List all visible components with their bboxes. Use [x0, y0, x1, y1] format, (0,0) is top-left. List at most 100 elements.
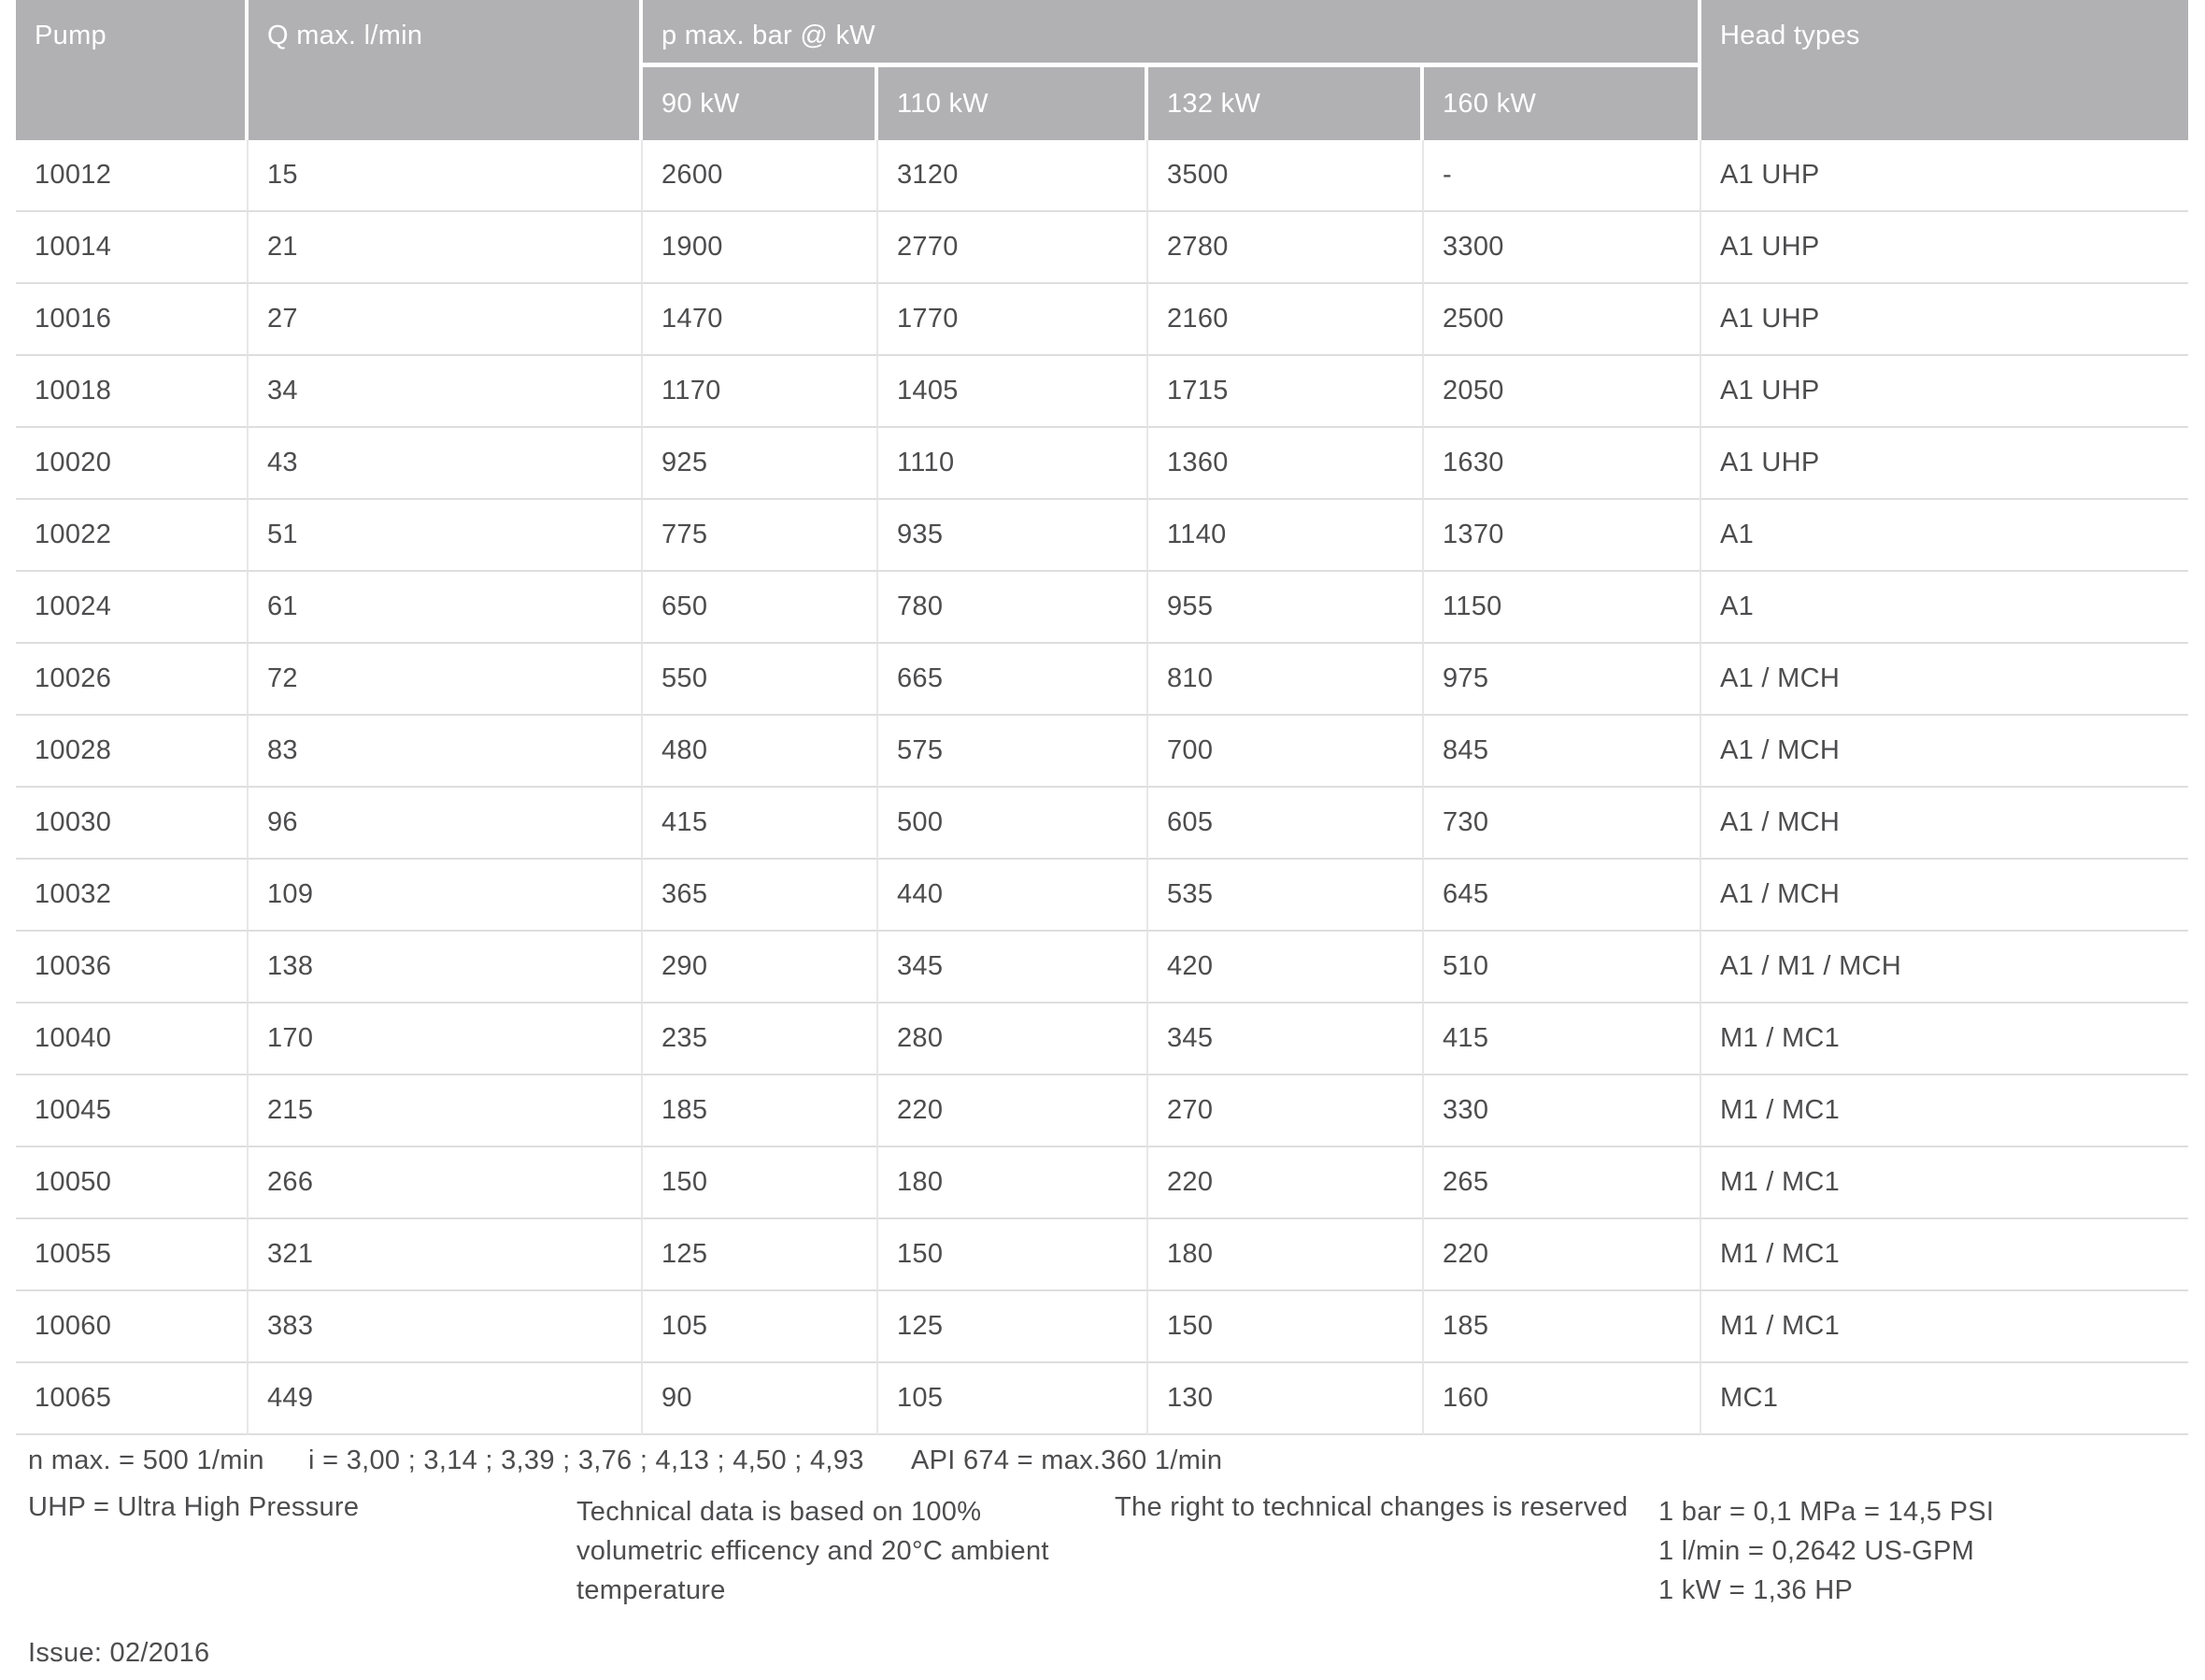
cell-pump: 10014: [16, 212, 249, 284]
cell-pump: 10032: [16, 860, 249, 932]
cell-qmax: 449: [249, 1363, 643, 1435]
table-row: 10045 215 185 220 270 330 M1 / MC1: [16, 1075, 2188, 1147]
table-row: 10026 72 550 665 810 975 A1 / MCH: [16, 644, 2188, 716]
cell-qmax: 170: [249, 1004, 643, 1075]
cell-132kw: 1360: [1148, 428, 1424, 500]
cell-110kw: 345: [878, 932, 1148, 1004]
cell-110kw: 125: [878, 1291, 1148, 1363]
cell-132kw: 955: [1148, 572, 1424, 644]
cell-qmax: 266: [249, 1147, 643, 1219]
cell-qmax: 83: [249, 716, 643, 788]
table-header: Pump Q max. l/min p max. bar @ kW Head t…: [16, 0, 2188, 140]
cell-132kw: 535: [1148, 860, 1424, 932]
cell-qmax: 109: [249, 860, 643, 932]
cell-132kw: 150: [1148, 1291, 1424, 1363]
cell-132kw: 180: [1148, 1219, 1424, 1291]
cell-110kw: 500: [878, 788, 1148, 860]
cell-160kw: 645: [1424, 860, 1701, 932]
note-i-ratios: i = 3,00 ; 3,14 ; 3,39 ; 3,76 ; 4,13 ; 4…: [308, 1445, 864, 1475]
col-header-head-types: Head types: [1701, 0, 2188, 140]
table-row: 10020 43 925 1110 1360 1630 A1 UHP: [16, 428, 2188, 500]
cell-160kw: 185: [1424, 1291, 1701, 1363]
cell-pump: 10016: [16, 284, 249, 356]
cell-pump: 10022: [16, 500, 249, 572]
cell-160kw: 2500: [1424, 284, 1701, 356]
table-row: 10060 383 105 125 150 185 M1 / MC1: [16, 1291, 2188, 1363]
cell-90kw: 650: [643, 572, 878, 644]
cell-132kw: 2780: [1148, 212, 1424, 284]
cell-qmax: 34: [249, 356, 643, 428]
note-line: 1 kW = 1,36 HP: [1658, 1575, 1854, 1605]
cell-90kw: 775: [643, 500, 878, 572]
cell-head-types: M1 / MC1: [1701, 1219, 2188, 1291]
col-header-pump: Pump: [16, 0, 249, 140]
note-line: Technical data is based on 100%: [576, 1497, 982, 1527]
table-row: 10036 138 290 345 420 510 A1 / M1 / MCH: [16, 932, 2188, 1004]
cell-160kw: 1370: [1424, 500, 1701, 572]
cell-qmax: 27: [249, 284, 643, 356]
cell-90kw: 415: [643, 788, 878, 860]
cell-head-types: A1 UHP: [1701, 356, 2188, 428]
cell-160kw: 3300: [1424, 212, 1701, 284]
note-technical-data: Technical data is based on 100% volumetri…: [576, 1492, 1049, 1610]
cell-qmax: 61: [249, 572, 643, 644]
cell-110kw: 575: [878, 716, 1148, 788]
note-n-max: n max. = 500 1/min: [28, 1445, 264, 1475]
cell-132kw: 420: [1148, 932, 1424, 1004]
cell-132kw: 810: [1148, 644, 1424, 716]
cell-160kw: 265: [1424, 1147, 1701, 1219]
cell-160kw: 220: [1424, 1219, 1701, 1291]
cell-90kw: 2600: [643, 140, 878, 212]
note-uhp: UHP = Ultra High Pressure: [28, 1492, 360, 1522]
cell-160kw: 730: [1424, 788, 1701, 860]
cell-90kw: 125: [643, 1219, 878, 1291]
cell-head-types: MC1: [1701, 1363, 2188, 1435]
table-body: 10012 15 2600 3120 3500- A1 UHP 10014 21 1900 277…: [16, 140, 2188, 1435]
cell-90kw: 1170: [643, 356, 878, 428]
table-row: 10065 449 90 105 130 160 MC1: [16, 1363, 2188, 1435]
table-row: 10024 61 650 780 955 1150 A1: [16, 572, 2188, 644]
table-row: 10012 15 2600 3120 3500- A1 UHP: [16, 140, 2188, 212]
cell-head-types: A1 UHP: [1701, 212, 2188, 284]
cell-160kw: -: [1424, 140, 1701, 212]
cell-head-types: A1 / MCH: [1701, 788, 2188, 860]
cell-qmax: 15: [249, 140, 643, 212]
cell-110kw: 935: [878, 500, 1148, 572]
table-row: 10055 321 125 150 180 220 M1 / MC1: [16, 1219, 2188, 1291]
cell-90kw: 925: [643, 428, 878, 500]
cell-90kw: 150: [643, 1147, 878, 1219]
cell-pump: 10040: [16, 1004, 249, 1075]
cell-head-types: M1 / MC1: [1701, 1075, 2188, 1147]
cell-132kw: 130: [1148, 1363, 1424, 1435]
cell-90kw: 290: [643, 932, 878, 1004]
table-row: 10040 170 235 280 345 415 M1 / MC1: [16, 1004, 2188, 1075]
table-row: 10018 34 1170 1405 1715 2050 A1 UHP: [16, 356, 2188, 428]
note-line: 1 l/min = 0,2642 US-GPM: [1658, 1536, 1975, 1566]
cell-pump: 10060: [16, 1291, 249, 1363]
cell-pump: 10020: [16, 428, 249, 500]
cell-132kw: 220: [1148, 1147, 1424, 1219]
note-line: volumetric efficency and 20°C ambient: [576, 1536, 1049, 1566]
cell-160kw: 160: [1424, 1363, 1701, 1435]
table-row: 10032 109 365 440 535 645 A1 / MCH: [16, 860, 2188, 932]
cell-head-types: M1 / MC1: [1701, 1004, 2188, 1075]
cell-160kw: 1150: [1424, 572, 1701, 644]
cell-90kw: 90: [643, 1363, 878, 1435]
col-header-90-kw: 90 kW: [643, 67, 878, 140]
cell-132kw: 1715: [1148, 356, 1424, 428]
table-row: 10016 27 1470 1770 2160 2500 A1 UHP: [16, 284, 2188, 356]
cell-qmax: 72: [249, 644, 643, 716]
table-row: 10050 266 150 180 220 265 M1 / MC1: [16, 1147, 2188, 1219]
cell-head-types: M1 / MC1: [1701, 1147, 2188, 1219]
col-header-qmax: Q max. l/min: [249, 0, 643, 140]
header-row-main: Pump Q max. l/min p max. bar @ kW Head t…: [16, 0, 2188, 140]
cell-pump: 10030: [16, 788, 249, 860]
note-line: 1 bar = 0,1 MPa = 14,5 PSI: [1658, 1497, 1995, 1527]
cell-head-types: A1: [1701, 572, 2188, 644]
cell-qmax: 215: [249, 1075, 643, 1147]
cell-qmax: 96: [249, 788, 643, 860]
cell-90kw: 235: [643, 1004, 878, 1075]
cell-pump: 10055: [16, 1219, 249, 1291]
cell-90kw: 105: [643, 1291, 878, 1363]
cell-qmax: 321: [249, 1219, 643, 1291]
